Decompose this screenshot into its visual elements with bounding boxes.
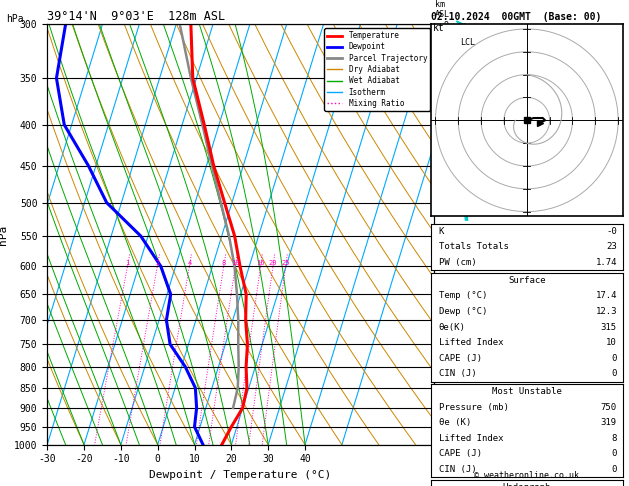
Text: 0: 0 [611,369,617,378]
Text: 0: 0 [611,450,617,458]
Text: 8: 8 [221,260,226,266]
Text: 0: 0 [611,465,617,474]
Text: CIN (J): CIN (J) [438,465,476,474]
Text: Hodograph: Hodograph [503,483,551,486]
Text: 23: 23 [606,243,617,251]
Text: θe(K): θe(K) [438,323,465,331]
Text: 10: 10 [231,260,240,266]
Text: Totals Totals: Totals Totals [438,243,508,251]
Legend: Temperature, Dewpoint, Parcel Trajectory, Dry Adiabat, Wet Adiabat, Isotherm, Mi: Temperature, Dewpoint, Parcel Trajectory… [324,28,430,111]
Text: 17.4: 17.4 [596,292,617,300]
Text: 20: 20 [269,260,277,266]
X-axis label: Dewpoint / Temperature (°C): Dewpoint / Temperature (°C) [150,470,331,480]
Text: 1: 1 [125,260,130,266]
Text: 10: 10 [606,338,617,347]
Text: -0: -0 [606,227,617,236]
Text: 39°14'N  9°03'E  128m ASL: 39°14'N 9°03'E 128m ASL [47,10,225,23]
Text: km
ASL: km ASL [435,0,450,19]
Text: Surface: Surface [508,276,545,285]
Text: 750: 750 [601,403,617,412]
Text: Pressure (mb): Pressure (mb) [438,403,508,412]
Text: CAPE (J): CAPE (J) [438,354,482,363]
Text: CAPE (J): CAPE (J) [438,450,482,458]
Text: CIN (J): CIN (J) [438,369,476,378]
Text: LCL: LCL [460,38,476,47]
Text: 2: 2 [155,260,159,266]
Text: 319: 319 [601,418,617,427]
Text: 12.3: 12.3 [596,307,617,316]
Text: kt: kt [433,23,445,33]
Text: PW (cm): PW (cm) [438,258,476,267]
Text: 1.74: 1.74 [596,258,617,267]
Text: 4: 4 [187,260,191,266]
Y-axis label: hPa: hPa [0,225,8,244]
Text: 315: 315 [601,323,617,331]
Text: hPa: hPa [6,14,24,24]
Text: 25: 25 [281,260,290,266]
Text: K: K [438,227,444,236]
Text: Lifted Index: Lifted Index [438,434,503,443]
Text: Dewp (°C): Dewp (°C) [438,307,487,316]
Text: 0: 0 [611,354,617,363]
Text: 16: 16 [257,260,265,266]
Text: Most Unstable: Most Unstable [492,387,562,396]
Text: 02.10.2024  00GMT  (Base: 00): 02.10.2024 00GMT (Base: 00) [431,12,601,22]
Text: © weatheronline.co.uk: © weatheronline.co.uk [474,471,579,480]
Text: θe (K): θe (K) [438,418,470,427]
Text: Temp (°C): Temp (°C) [438,292,487,300]
Text: 8: 8 [611,434,617,443]
Text: Lifted Index: Lifted Index [438,338,503,347]
